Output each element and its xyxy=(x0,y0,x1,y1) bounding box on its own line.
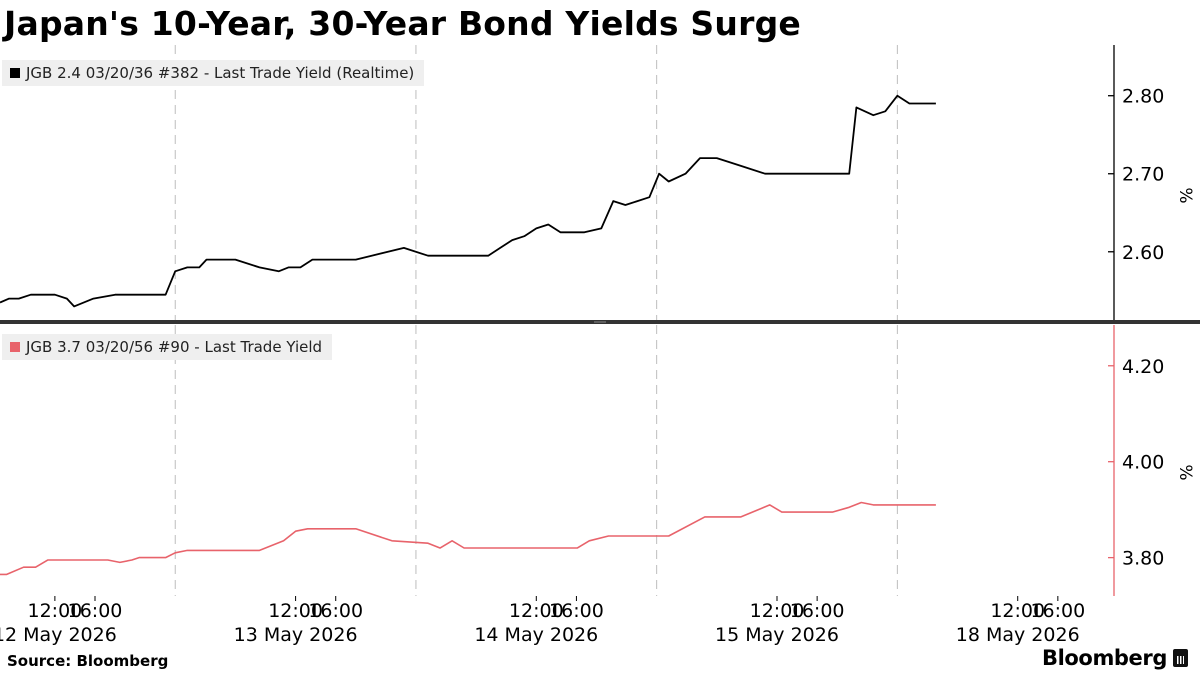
bloomberg-logo: Bloomberg xyxy=(1042,646,1188,670)
y-tick-label-30y-1: 4.00 xyxy=(1122,452,1164,474)
legend-swatch-30y xyxy=(10,342,20,352)
y-tick-label-30y-2: 4.20 xyxy=(1122,356,1164,378)
y-tick-label-10y-2: 2.80 xyxy=(1122,86,1164,108)
x-time-label-1: 16:00 xyxy=(68,600,123,622)
x-time-label-8: 12:00 xyxy=(990,600,1045,622)
series-line-10y xyxy=(0,94,936,308)
bloomberg-terminal-icon xyxy=(1173,649,1188,667)
x-time-label-0: 12:00 xyxy=(27,600,82,622)
x-date-label-2: 14 May 2026 xyxy=(474,624,598,646)
x-time-label-3: 16:00 xyxy=(308,600,363,622)
x-date-label-0: 12 May 2026 xyxy=(0,624,117,646)
x-time-label-6: 12:00 xyxy=(750,600,805,622)
y-unit-label-30y: % xyxy=(1175,464,1195,480)
x-time-label-5: 16:00 xyxy=(549,600,604,622)
source-note: Source: Bloomberg xyxy=(7,652,169,670)
legend-label-10y: JGB 2.4 03/20/36 #382 - Last Trade Yield… xyxy=(26,64,415,82)
brand-wordmark: Bloomberg xyxy=(1041,646,1167,670)
y-tick-label-10y-0: 2.60 xyxy=(1122,242,1164,264)
legend-10y: JGB 2.4 03/20/36 #382 - Last Trade Yield… xyxy=(2,60,425,86)
x-date-label-1: 13 May 2026 xyxy=(234,624,358,646)
series-line-30y xyxy=(0,501,936,576)
x-date-label-4: 18 May 2026 xyxy=(956,624,1080,646)
x-time-label-2: 12:00 xyxy=(268,600,323,622)
x-time-label-9: 16:00 xyxy=(1030,600,1085,622)
legend-30y: JGB 3.7 03/20/56 #90 - Last Trade Yield xyxy=(2,334,333,360)
y-tick-label-10y-1: 2.70 xyxy=(1122,164,1164,186)
x-time-label-7: 16:00 xyxy=(790,600,845,622)
chart-title: Japan's 10-Year, 30-Year Bond Yields Sur… xyxy=(4,4,801,43)
x-time-label-4: 12:00 xyxy=(509,600,564,622)
y-tick-label-30y-0: 3.80 xyxy=(1122,548,1164,570)
y-unit-label-10y: % xyxy=(1175,187,1195,203)
legend-label-30y: JGB 3.7 03/20/56 #90 - Last Trade Yield xyxy=(26,338,323,356)
legend-swatch-10y xyxy=(10,68,20,78)
x-date-label-3: 15 May 2026 xyxy=(715,624,839,646)
